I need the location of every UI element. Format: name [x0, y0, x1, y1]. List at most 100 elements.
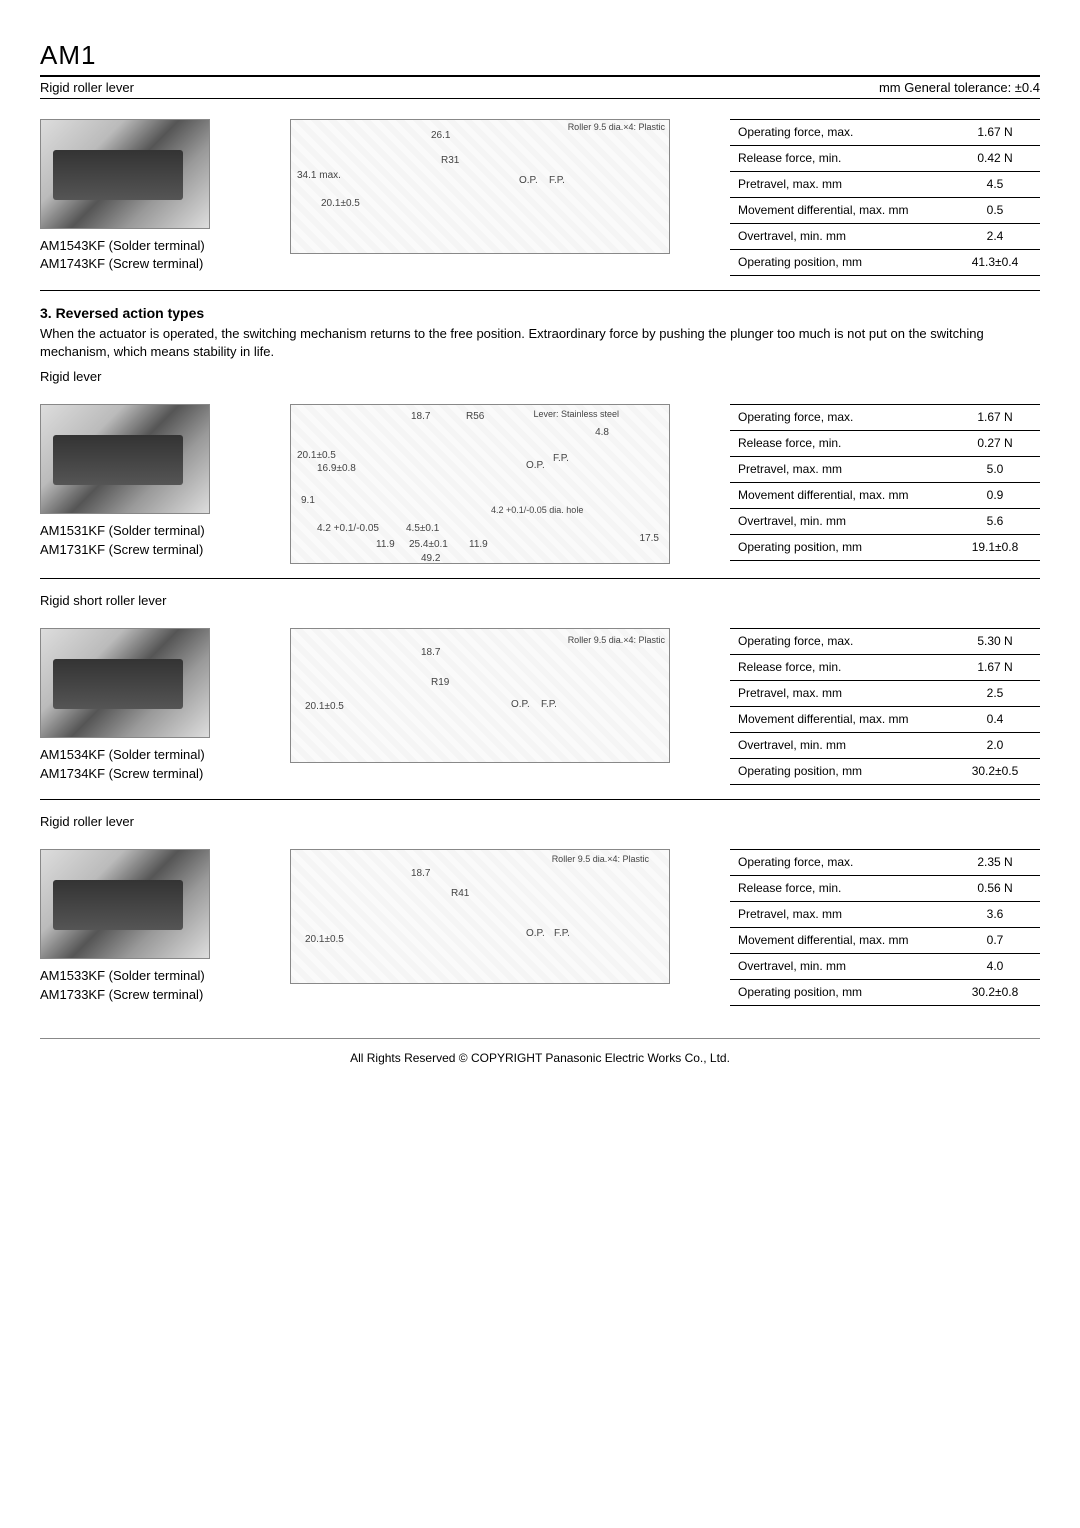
dim-label: 34.1 max. — [297, 170, 341, 181]
spec-value: 0.56 N — [950, 876, 1040, 902]
spec-label: Overtravel, min. mm — [730, 224, 950, 250]
spec-value: 2.35 N — [950, 850, 1040, 876]
part-number: AM1534KF (Solder terminal) — [40, 746, 230, 764]
dim-label: 20.1±0.5 — [305, 701, 344, 712]
dim-label: O.P. — [519, 175, 538, 186]
spec-label: Operating force, max. — [730, 120, 950, 146]
dim-label: F.P. — [541, 699, 557, 710]
dim-label: 4.5±0.1 — [406, 523, 439, 534]
section-2: AM1531KF (Solder terminal) AM1731KF (Scr… — [40, 384, 1040, 579]
spec-label: Operating force, max. — [730, 405, 950, 431]
spec-label: Operating position, mm — [730, 759, 950, 785]
spec-value: 5.30 N — [950, 629, 1040, 655]
part-number: AM1743KF (Screw terminal) — [40, 255, 230, 273]
spec-value: 5.0 — [950, 457, 1040, 483]
dim-label: 11.9 — [469, 539, 488, 550]
dim-label: 4.2 +0.1/-0.05 — [317, 523, 379, 534]
spec-label: Movement differential, max. mm — [730, 198, 950, 224]
spec-value: 30.2±0.5 — [950, 759, 1040, 785]
spec-value: 0.4 — [950, 707, 1040, 733]
section-title: Rigid short roller lever — [40, 593, 1040, 608]
spec-label: Overtravel, min. mm — [730, 509, 950, 535]
dim-label: O.P. — [526, 928, 545, 939]
spec-value: 0.27 N — [950, 431, 1040, 457]
spec-label: Movement differential, max. mm — [730, 928, 950, 954]
dim-label: 26.1 — [431, 130, 450, 141]
dim-label: R19 — [431, 677, 449, 688]
spec-label: Pretravel, max. mm — [730, 902, 950, 928]
dim-label: 18.7 — [421, 647, 440, 658]
spec-value: 0.7 — [950, 928, 1040, 954]
dim-label: 18.7 — [411, 411, 430, 422]
spec-value: 1.67 N — [950, 405, 1040, 431]
spec-value: 4.0 — [950, 954, 1040, 980]
technical-diagram: 20.1±0.5 18.7 R19 O.P. F.P. Roller 9.5 d… — [290, 628, 670, 763]
spec-label: Movement differential, max. mm — [730, 483, 950, 509]
dim-label: Roller 9.5 dia.×4: Plastic — [568, 122, 665, 132]
section-title: Rigid roller lever — [40, 80, 134, 95]
spec-value: 2.0 — [950, 733, 1040, 759]
technical-diagram: 34.1 max. 20.1±0.5 26.1 R31 O.P. F.P. Ro… — [290, 119, 670, 254]
tolerance-text: mm General tolerance: ±0.4 — [879, 80, 1040, 95]
dim-label: 20.1±0.5 — [305, 934, 344, 945]
spec-value: 2.4 — [950, 224, 1040, 250]
technical-diagram: 20.1±0.5 18.7 R41 O.P. F.P. Roller 9.5 d… — [290, 849, 670, 984]
spec-label: Pretravel, max. mm — [730, 172, 950, 198]
reversed-paragraph: When the actuator is operated, the switc… — [40, 325, 1040, 361]
section-3: AM1534KF (Solder terminal) AM1734KF (Scr… — [40, 608, 1040, 800]
dim-label: 18.7 — [411, 868, 430, 879]
spec-label: Operating force, max. — [730, 850, 950, 876]
spec-label: Release force, min. — [730, 876, 950, 902]
dim-label: 4.2 +0.1/-0.05 dia. hole — [491, 505, 583, 515]
spec-value: 1.67 N — [950, 120, 1040, 146]
dim-label: 20.1±0.5 — [321, 198, 360, 209]
spec-label: Operating force, max. — [730, 629, 950, 655]
part-number: AM1734KF (Screw terminal) — [40, 765, 230, 783]
dim-label: R56 — [466, 411, 484, 422]
spec-value: 1.67 N — [950, 655, 1040, 681]
spec-table: Operating force, max.5.30 N Release forc… — [730, 628, 1040, 785]
section-4: AM1533KF (Solder terminal) AM1733KF (Scr… — [40, 829, 1040, 1020]
page-title: AM1 — [40, 40, 1040, 71]
product-photo — [40, 849, 210, 959]
dim-label: O.P. — [526, 460, 545, 471]
part-number: AM1533KF (Solder terminal) — [40, 967, 230, 985]
spec-table: Operating force, max.1.67 N Release forc… — [730, 119, 1040, 276]
part-number: AM1733KF (Screw terminal) — [40, 986, 230, 1004]
dim-label: 17.5 — [640, 533, 659, 544]
technical-diagram: 20.1±0.5 16.9±0.8 9.1 4.2 +0.1/-0.05 18.… — [290, 404, 670, 564]
dim-label: R31 — [441, 155, 459, 166]
dim-label: Lever: Stainless steel — [533, 409, 619, 419]
part-number: AM1731KF (Screw terminal) — [40, 541, 230, 559]
spec-label: Movement differential, max. mm — [730, 707, 950, 733]
spec-table: Operating force, max.2.35 N Release forc… — [730, 849, 1040, 1006]
part-number: AM1543KF (Solder terminal) — [40, 237, 230, 255]
footer-copyright: All Rights Reserved © COPYRIGHT Panasoni… — [40, 1038, 1040, 1065]
dim-label: Roller 9.5 dia.×4: Plastic — [568, 635, 665, 645]
dim-label: F.P. — [554, 928, 570, 939]
dim-label: 25.4±0.1 — [409, 539, 448, 550]
section-header-row: Rigid roller lever mm General tolerance:… — [40, 75, 1040, 99]
spec-value: 30.2±0.8 — [950, 980, 1040, 1006]
spec-value: 3.6 — [950, 902, 1040, 928]
dim-label: 9.1 — [301, 495, 315, 506]
dim-label: 20.1±0.5 — [297, 450, 336, 461]
dim-label: R41 — [451, 888, 469, 899]
spec-value: 2.5 — [950, 681, 1040, 707]
spec-label: Overtravel, min. mm — [730, 733, 950, 759]
section-title: Rigid lever — [40, 369, 1040, 384]
product-photo — [40, 119, 210, 229]
spec-value: 19.1±0.8 — [950, 535, 1040, 561]
dim-label: 49.2 — [421, 553, 440, 564]
spec-value: 0.5 — [950, 198, 1040, 224]
spec-value: 0.9 — [950, 483, 1040, 509]
spec-label: Pretravel, max. mm — [730, 681, 950, 707]
spec-value: 5.6 — [950, 509, 1040, 535]
dim-label: O.P. — [511, 699, 530, 710]
spec-value: 41.3±0.4 — [950, 250, 1040, 276]
dim-label: 11.9 — [376, 539, 395, 550]
product-photo — [40, 404, 210, 514]
spec-label: Operating position, mm — [730, 250, 950, 276]
part-number: AM1531KF (Solder terminal) — [40, 522, 230, 540]
dim-label: 16.9±0.8 — [317, 463, 356, 474]
